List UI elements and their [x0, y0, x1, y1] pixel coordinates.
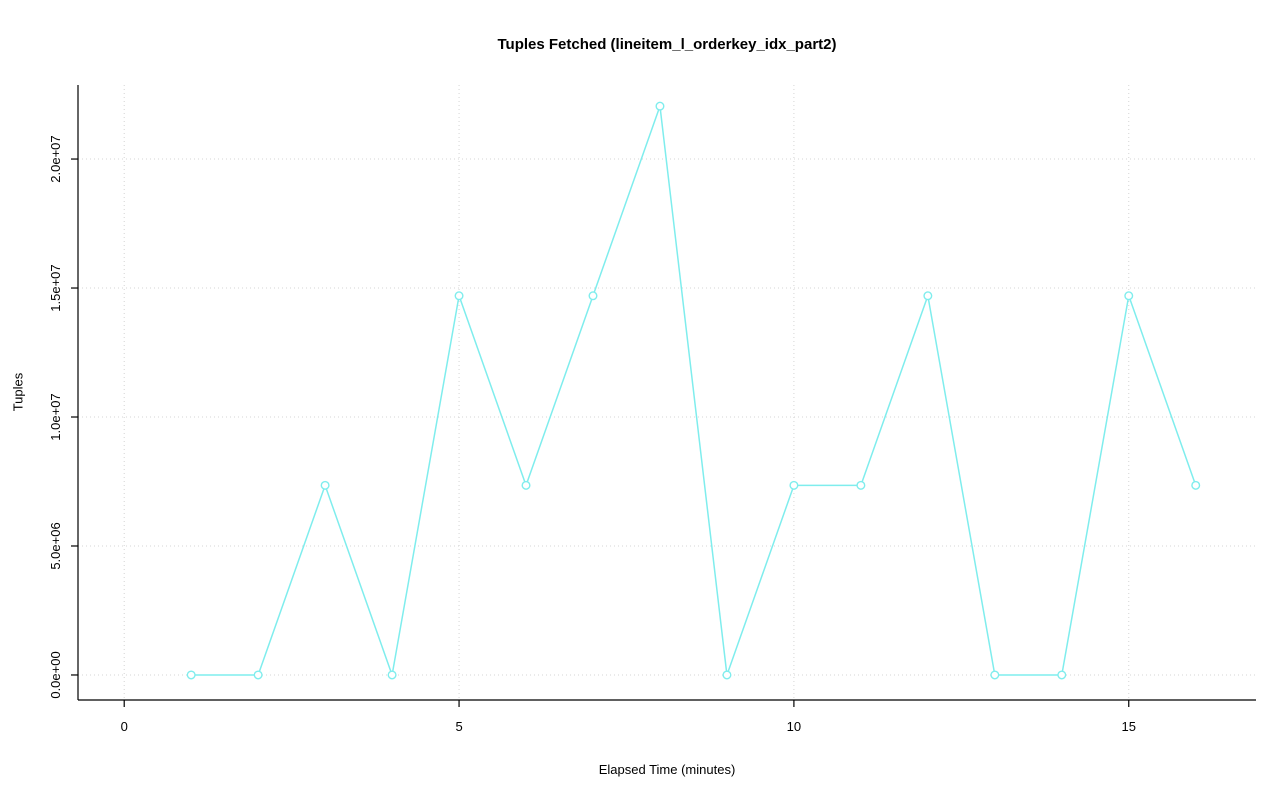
- data-point: [320, 480, 330, 490]
- y-tick-label: 5.0e+06: [48, 522, 63, 569]
- data-point: [722, 670, 732, 680]
- y-tick-label: 0.0e+00: [48, 651, 63, 698]
- x-tick-label: 5: [455, 719, 462, 734]
- y-tick-label: 1.0e+07: [48, 393, 63, 440]
- y-tick-label: 2.0e+07: [48, 135, 63, 182]
- x-axis-label: Elapsed Time (minutes): [598, 762, 736, 777]
- data-point: [454, 291, 464, 301]
- chart-title: Tuples Fetched (lineitem_l_orderkey_idx_…: [497, 36, 837, 53]
- data-point: [387, 670, 397, 680]
- data-point: [789, 480, 799, 490]
- data-point: [186, 670, 196, 680]
- series-line: [190, 105, 1197, 676]
- data-point: [990, 670, 1000, 680]
- data-point: [253, 670, 263, 680]
- data-point: [923, 291, 933, 301]
- data-point: [655, 101, 665, 111]
- data-point: [1124, 291, 1134, 301]
- x-tick-label: 0: [121, 719, 128, 734]
- gridlines: [78, 85, 1256, 700]
- axes: 0 5 10 15 0.0e+00 5.0e+06 1.0e+07 1.5e+07 2.0e+0…: [48, 85, 1256, 734]
- data-point: [521, 480, 531, 490]
- data-point: [856, 480, 866, 490]
- x-tick-label: 10: [787, 719, 801, 734]
- data-point: [588, 291, 598, 301]
- y-tick-label: 1.5e+07: [48, 264, 63, 311]
- series-tuples-fetched: [186, 101, 1201, 680]
- data-point: [1191, 480, 1201, 490]
- x-tick-label: 15: [1122, 719, 1136, 734]
- data-point: [1057, 670, 1067, 680]
